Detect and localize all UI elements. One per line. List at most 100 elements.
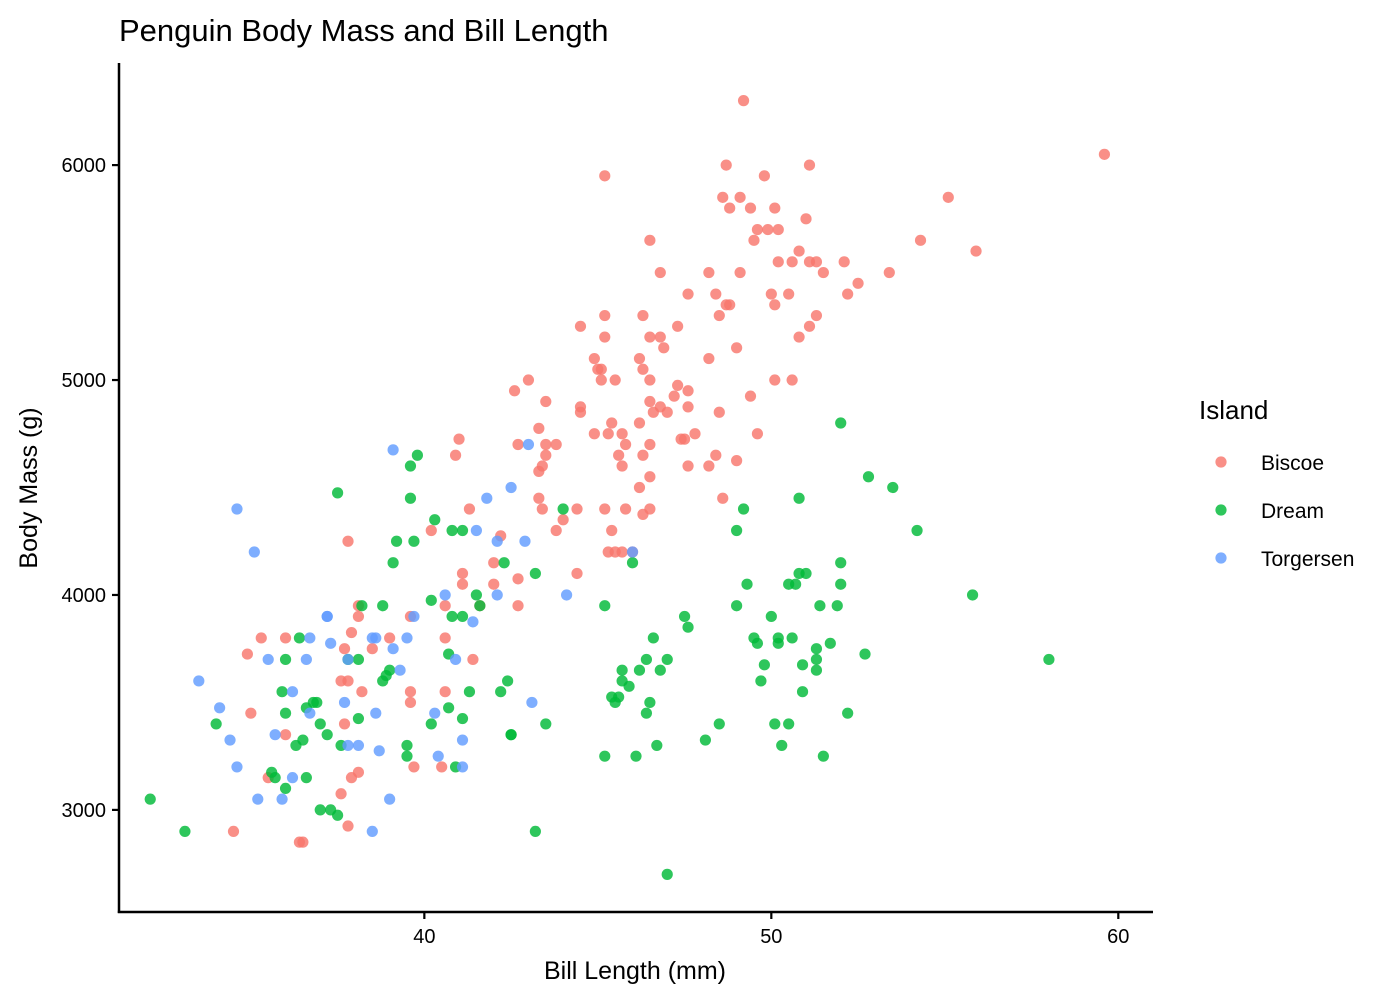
data-point [279, 707, 292, 719]
data-point [602, 428, 614, 440]
data-point [842, 707, 854, 719]
data-point [626, 557, 639, 569]
x-axis-title: Bill Length (mm) [544, 957, 726, 985]
data-point [644, 471, 656, 483]
data-point [644, 696, 656, 709]
data-point [214, 702, 226, 714]
data-point [831, 600, 843, 612]
data-point [734, 266, 746, 279]
series-biscoe [227, 95, 1111, 848]
data-point [613, 449, 625, 461]
data-point [966, 589, 979, 601]
series-torgersen [193, 438, 639, 838]
data-point [456, 712, 469, 725]
data-point [803, 159, 816, 171]
legend: Island Biscoe Dream Torgersen [1199, 395, 1354, 571]
data-point [793, 331, 805, 343]
data-point [800, 567, 812, 580]
data-point [401, 750, 413, 762]
data-point [342, 820, 354, 832]
data-point [599, 170, 611, 182]
data-point [574, 320, 587, 332]
data-point [852, 277, 864, 289]
y-axis-title: Body Mass (g) [15, 407, 43, 568]
data-point [276, 793, 288, 805]
data-point [321, 729, 333, 741]
data-point [744, 202, 757, 214]
data-point [769, 374, 781, 386]
data-point [495, 686, 507, 698]
data-point [713, 406, 725, 418]
data-point [404, 460, 417, 472]
data-point [644, 395, 656, 408]
data-point [717, 191, 729, 203]
data-point [793, 245, 805, 257]
data-point [540, 449, 552, 461]
data-point [571, 503, 583, 515]
data-point [751, 223, 764, 236]
data-point [453, 433, 465, 445]
data-point [404, 686, 417, 698]
data-point [619, 438, 632, 451]
legend-label: Dream [1261, 500, 1324, 523]
data-point [526, 696, 538, 709]
data-point [713, 309, 725, 322]
series-dream [144, 417, 1055, 880]
data-point [429, 707, 441, 719]
data-point [446, 610, 458, 623]
data-point [606, 524, 618, 537]
data-point [796, 659, 809, 671]
legend-marker [1215, 504, 1227, 516]
data-point [724, 202, 736, 214]
data-point [443, 702, 455, 714]
data-point [425, 524, 437, 537]
data-point [314, 804, 326, 816]
data-point [508, 385, 521, 397]
data-point [425, 594, 437, 606]
data-point [689, 428, 701, 440]
data-point [300, 772, 312, 784]
data-point [210, 718, 222, 730]
data-point [814, 600, 826, 612]
data-point [401, 632, 413, 644]
data-point [588, 428, 600, 440]
data-point [654, 331, 666, 343]
data-point [144, 793, 156, 805]
data-point [786, 256, 798, 268]
data-point [717, 492, 729, 504]
data-point [491, 535, 503, 547]
data-point [772, 223, 784, 236]
data-point [710, 288, 722, 300]
chart-title: Penguin Body Mass and Bill Length [119, 13, 608, 48]
data-point [304, 632, 316, 644]
data-point [456, 578, 469, 590]
data-point [366, 825, 378, 838]
ticks-layer: 40 50 60 3000 4000 5000 6000 [62, 155, 1130, 948]
data-point [352, 712, 365, 725]
data-point [616, 428, 628, 440]
data-point [411, 449, 423, 461]
y-tick-label: 6000 [62, 155, 107, 177]
data-point [533, 422, 545, 434]
data-point [311, 696, 323, 709]
data-point [276, 686, 288, 698]
data-point [914, 234, 927, 246]
data-point [536, 503, 548, 515]
data-point [463, 686, 476, 698]
data-point [703, 460, 715, 472]
data-point [540, 718, 552, 730]
data-point [470, 589, 482, 601]
data-point [338, 718, 351, 730]
data-point [512, 438, 524, 451]
data-point [678, 433, 691, 445]
data-point [661, 406, 673, 418]
data-point [488, 578, 500, 590]
data-point [599, 309, 611, 322]
data-point [911, 524, 923, 537]
x-tick-label: 50 [760, 926, 782, 948]
data-point [474, 600, 486, 612]
data-point [467, 616, 479, 628]
data-point [658, 342, 670, 354]
data-point [800, 213, 812, 225]
